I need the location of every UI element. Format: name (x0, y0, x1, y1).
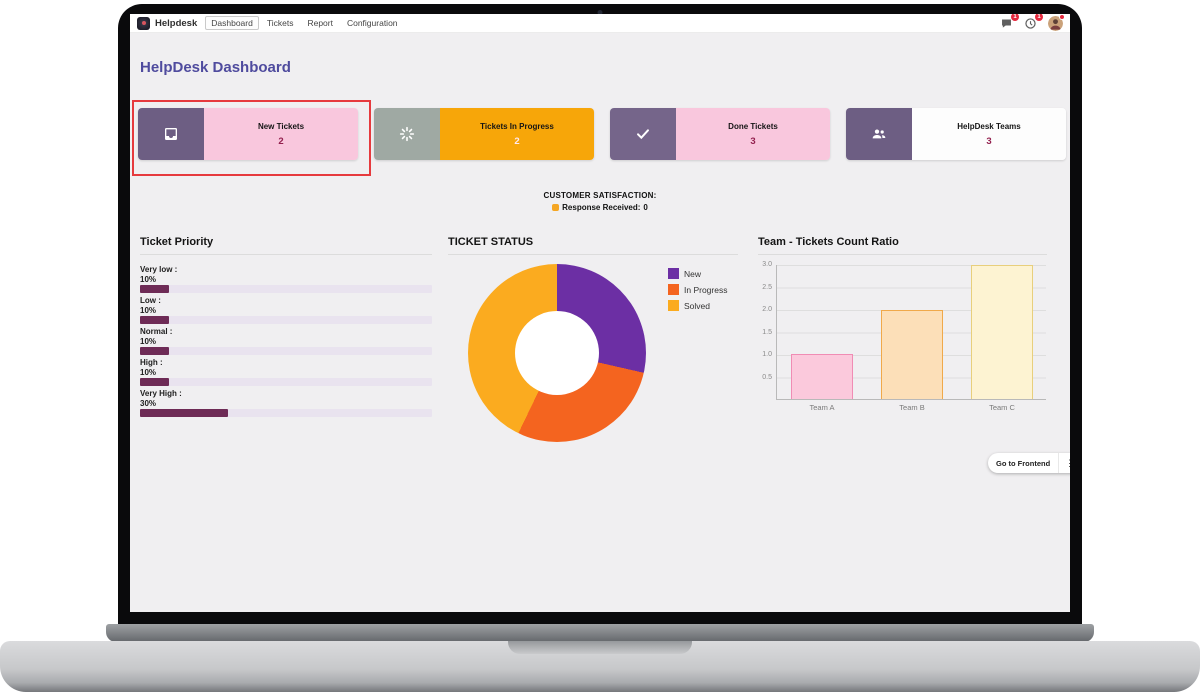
menu-item-tickets[interactable]: Tickets (266, 18, 294, 28)
kpi-card-value: 2 (514, 135, 520, 147)
response-value: 0 (643, 203, 648, 212)
kpi-card-value: 3 (750, 135, 756, 147)
priority-row-high: High : 10% (140, 358, 432, 386)
app-logo-icon[interactable] (137, 16, 150, 30)
team-b-bar (881, 309, 943, 399)
satisfaction-response: Response Received: 0 (130, 203, 1070, 212)
spinner-icon (374, 108, 440, 160)
x-tick-label: Team A (809, 403, 835, 412)
team-a-column: Team A (777, 265, 867, 412)
laptop-base (0, 641, 1200, 692)
legend-item-in-progress: In Progress (668, 284, 727, 295)
priority-row-low: Low : 10% (140, 296, 432, 324)
y-tick-label: 3.0 (762, 261, 772, 268)
activities-badge: 1 (1035, 14, 1043, 21)
kpi-card-body: HelpDesk Teams 3 (912, 108, 1066, 160)
priority-bar-fill (140, 316, 170, 324)
messages-badge: 1 (1011, 14, 1019, 21)
kpi-card-label: Tickets In Progress (480, 121, 554, 131)
team-icon (846, 108, 912, 160)
kpi-card-value: 3 (986, 135, 992, 147)
kpi-card-label: New Tickets (257, 121, 305, 131)
menu-item-configuration[interactable]: Configuration (346, 18, 398, 28)
priority-bar-track (140, 347, 432, 355)
x-tick-label: Team C (989, 403, 1015, 412)
avatar-notification-dot (1059, 14, 1065, 20)
team-ratio-chart: 3.0 2.5 2.0 1.5 1.0 0.5 Team A Team B Te… (762, 261, 1047, 412)
priority-bar-track (140, 285, 432, 293)
kpi-card-new-tickets[interactable]: New Tickets 2 (138, 108, 358, 160)
inbox-icon (138, 108, 204, 160)
legend-swatch-solved (668, 300, 679, 311)
legend-item-new: New (668, 268, 727, 279)
y-tick-label: 2.0 (762, 306, 772, 313)
priority-row-very-high: Very High : 30% (140, 389, 432, 417)
main-menu: Dashboard Tickets Report Configuration (205, 16, 403, 30)
laptop-hinge (106, 624, 1094, 642)
kebab-menu-icon[interactable]: ⋮ (1058, 453, 1070, 473)
dashboard-content: HelpDesk Dashboard New Tickets 2 Tickets (130, 33, 1070, 612)
team-b-column: Team B (867, 265, 957, 412)
priority-row-very-low: Very low : 10% (140, 265, 432, 293)
legend-swatch-new (668, 268, 679, 279)
app-name[interactable]: Helpdesk (155, 17, 198, 29)
ticket-priority-chart: Very low : 10% Low : 10% Normal : 10% Hi… (140, 265, 432, 420)
team-a-bar (791, 354, 853, 399)
go-to-frontend-label: Go to Frontend (996, 458, 1051, 468)
navbar: Helpdesk Dashboard Tickets Report Config… (130, 14, 1070, 33)
donut-legend: New In Progress Solved (668, 268, 727, 311)
page-title: HelpDesk Dashboard (140, 59, 291, 76)
priority-bar-fill (140, 409, 228, 417)
laptop-notch (508, 641, 692, 654)
satisfaction-title: CUSTOMER SATISFACTION: (543, 191, 657, 200)
status-section-title: TICKET STATUS (448, 236, 738, 255)
kpi-card-tickets-in-progress[interactable]: Tickets In Progress 2 (374, 108, 594, 160)
kpi-card-label: Done Tickets (728, 121, 778, 131)
legend-item-solved: Solved (668, 300, 727, 311)
kpi-card-body: Done Tickets 3 (676, 108, 830, 160)
priority-section-title: Ticket Priority (140, 236, 432, 255)
priority-bar-track (140, 316, 432, 324)
priority-bar-fill (140, 347, 170, 355)
priority-row-normal: Normal : 10% (140, 327, 432, 355)
y-tick-label: 2.5 (762, 283, 772, 291)
kpi-card-done-tickets[interactable]: Done Tickets 3 (610, 108, 830, 160)
y-tick-label: 1.5 (762, 328, 772, 336)
navbar-right: 1 1 (1000, 14, 1065, 31)
kpi-card-body: New Tickets 2 (204, 108, 358, 160)
y-tick-label: 0.5 (762, 373, 772, 381)
x-tick-label: Team B (899, 403, 925, 412)
menu-item-dashboard[interactable]: Dashboard (205, 16, 259, 30)
team-section-title: Team - Tickets Count Ratio (758, 236, 1047, 255)
smiley-icon (552, 204, 560, 211)
customer-satisfaction: CUSTOMER SATISFACTION: Response Received… (130, 191, 1070, 212)
activities-icon[interactable]: 1 (1024, 14, 1043, 30)
priority-bar-track (140, 378, 432, 386)
team-c-bar (971, 265, 1033, 399)
check-icon (610, 108, 676, 160)
priority-bar-fill (140, 285, 170, 293)
kpi-card-body: Tickets In Progress 2 (440, 108, 594, 160)
app-window: Helpdesk Dashboard Tickets Report Config… (130, 14, 1070, 612)
messages-icon[interactable]: 1 (1000, 14, 1019, 30)
kpi-card-value: 2 (278, 135, 284, 147)
team-c-column: Team C (957, 265, 1047, 412)
donut-hole (515, 311, 599, 395)
y-tick-label: 1.0 (762, 351, 772, 358)
priority-bar-fill (140, 378, 170, 386)
kpi-card-helpdesk-teams[interactable]: HelpDesk Teams 3 (846, 108, 1066, 160)
response-label: Response Received: (562, 203, 641, 212)
menu-item-report[interactable]: Report (307, 18, 333, 28)
lifebuoy-icon (141, 21, 146, 25)
kpi-card-label: HelpDesk Teams (957, 121, 1021, 131)
go-to-frontend-button[interactable]: Go to Frontend ⋮ (988, 453, 1070, 473)
priority-bar-track (140, 409, 432, 417)
laptop-camera-icon (597, 10, 603, 15)
legend-swatch-in-progress (668, 284, 679, 295)
user-avatar[interactable] (1048, 14, 1065, 31)
donut-chart (468, 264, 646, 442)
